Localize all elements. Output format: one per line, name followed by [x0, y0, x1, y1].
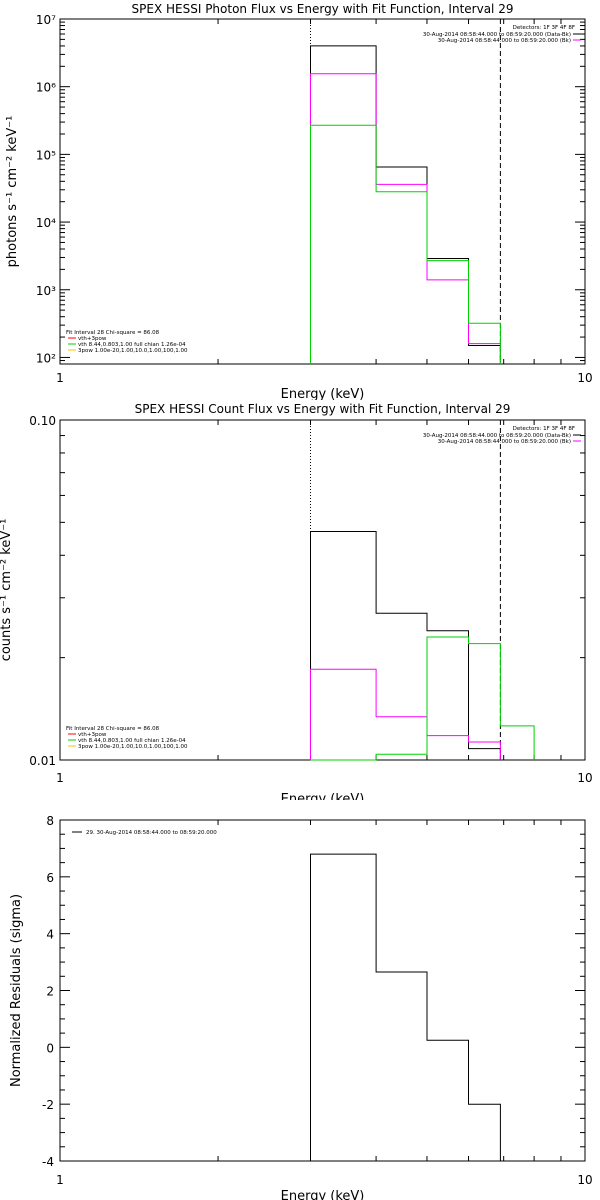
- legend-entry-text: vth+3pow: [78, 732, 107, 738]
- y-tick-label: 10²: [36, 351, 56, 365]
- y-tick-label: 10⁷: [36, 13, 56, 27]
- x-tick-label: 10: [577, 371, 592, 385]
- y-tick-label: 4: [46, 928, 54, 942]
- x-tick-label: 1: [56, 371, 64, 385]
- y-tick-label: 8: [46, 814, 54, 828]
- y-axis-label: counts s⁻¹ cm⁻² keV⁻¹: [0, 519, 14, 662]
- chart-title: SPEX HESSI Photon Flux vs Energy with Fi…: [132, 2, 514, 16]
- x-axis-label: Energy (keV): [281, 387, 365, 400]
- legend: 29. 30-Aug-2014 08:58:44.000 to 08:59:20…: [72, 830, 217, 836]
- series-step-line: [310, 45, 501, 364]
- plot-frame: [59, 18, 586, 365]
- legend-bottom-left: Fit Interval 28 Chi-square = 86.08vth+3p…: [66, 330, 188, 354]
- chart-title: SPEX HESSI Count Flux vs Energy with Fit…: [135, 402, 511, 416]
- series-step-line: [310, 124, 501, 364]
- series-step-line: [310, 853, 501, 1161]
- x-axis: 1 10 Energy (keV): [56, 820, 593, 1200]
- y-tick-label: 0.01: [29, 754, 56, 768]
- series-step-line: [310, 531, 501, 760]
- legend-bottom-left: Fit Interval 28 Chi-square = 86.08vth+3p…: [66, 726, 188, 750]
- y-tick-label: 2: [46, 985, 54, 999]
- series-step-line: [310, 636, 535, 761]
- y-tick-label: 10³: [36, 284, 56, 298]
- y-tick-label: 0.10: [29, 414, 56, 428]
- y-axis: 0.01 0.10 counts s⁻¹ cm⁻² keV⁻¹: [0, 414, 585, 768]
- x-tick-label: 1: [56, 1173, 64, 1187]
- y-tick-label: -2: [42, 1098, 54, 1112]
- x-tick-label: 1: [56, 771, 64, 785]
- plot-frame: [59, 419, 586, 761]
- x-tick-label: 10: [577, 771, 592, 785]
- y-tick-label: 10⁵: [36, 148, 56, 162]
- legend-header: Detectors: 1F 3F 4F 8F: [513, 426, 575, 432]
- legend-entry-text: 30-Aug-2014 08:58:44.000 to 08:59:20.000…: [438, 439, 571, 445]
- y-tick-label: 10⁶: [36, 81, 56, 95]
- x-axis-label: Energy (keV): [281, 1189, 365, 1200]
- count-flux-panel: SPEX HESSI Count Flux vs Energy with Fit…: [0, 402, 593, 800]
- legend-entry-text: 3pow 1.00e-20,1.00,10.0,1.00,100,1.00: [78, 348, 188, 354]
- legend-entry-text: 30-Aug-2014 08:58:44.000 to 08:59:20.000…: [423, 433, 571, 439]
- y-axis-label: Normalized Residuals (sigma): [9, 894, 24, 1087]
- plot-frame: [59, 819, 586, 1162]
- x-axis-label: Energy (keV): [281, 792, 365, 800]
- y-tick-label: 10⁴: [36, 216, 56, 230]
- legend-entry-text: 30-Aug-2014 08:58:44.000 to 08:59:20.000…: [438, 38, 571, 44]
- x-axis: 1 10 Energy (keV): [56, 420, 593, 800]
- x-tick-label: 10: [577, 1173, 592, 1187]
- legend-header: Fit Interval 28 Chi-square = 86.08: [66, 330, 160, 336]
- legend-entry-text: 29. 30-Aug-2014 08:58:44.000 to 08:59:20…: [86, 830, 217, 836]
- y-tick-label: 6: [46, 871, 54, 885]
- legend-entry-text: 30-Aug-2014 08:58:44.000 to 08:59:20.000…: [423, 32, 571, 38]
- legend-entry-text: vth+3pow: [78, 336, 107, 342]
- series-step-line: [310, 73, 501, 364]
- legend-header: Fit Interval 28 Chi-square = 86.08: [66, 726, 160, 732]
- y-axis-label: photons s⁻¹ cm⁻² keV⁻¹: [5, 116, 20, 268]
- series-step-line: [310, 668, 501, 760]
- legend-entry-text: vth 8.44,0.803,1.00 full chian 1.26e-04: [78, 738, 186, 744]
- legend-header: Detectors: 1F 3F 4F 8F: [513, 25, 575, 31]
- photon-flux-panel: SPEX HESSI Photon Flux vs Energy with Fi…: [5, 2, 593, 400]
- residuals-panel: 1 10 Energy (keV) -4 -2 0 2 4 6 8 Normalized Resid…: [9, 814, 593, 1200]
- y-axis: 10² 10³ 10⁴ 10⁵ 10⁶ 10⁷ photons s⁻¹ cm⁻² keV⁻¹: [5, 13, 585, 365]
- y-tick-label: -4: [42, 1155, 54, 1169]
- y-tick-label: 0: [46, 1041, 54, 1055]
- legend-entry-text: 3pow 1.00e-20,1.00,10.0,1.00,100,1.00: [78, 744, 188, 750]
- legend-entry-text: vth 8.44,0.803,1.00 full chian 1.26e-04: [78, 342, 186, 348]
- y-axis: -4 -2 0 2 4 6 8 Normalized Residuals (sigma): [9, 814, 585, 1169]
